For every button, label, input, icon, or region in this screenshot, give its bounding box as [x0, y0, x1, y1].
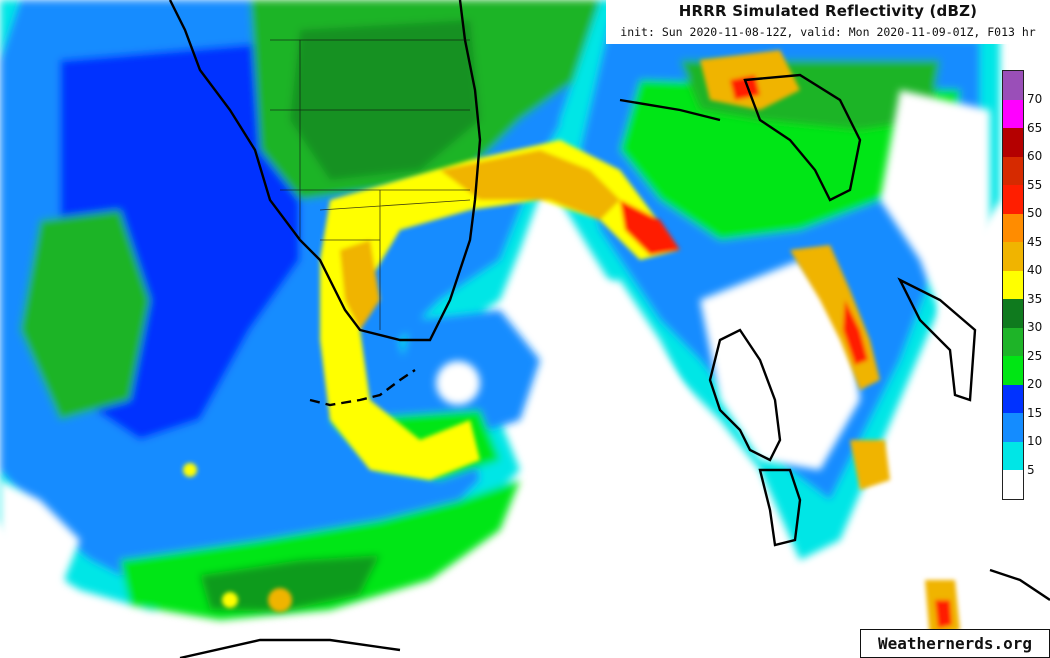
run-info: init: Sun 2020-11-08-12Z, valid: Mon 202… [620, 25, 1036, 39]
legend-swatch [1003, 384, 1023, 414]
legend-label: 5 [1027, 462, 1035, 477]
legend-swatch [1003, 128, 1023, 157]
legend-label: 30 [1027, 320, 1043, 334]
legend-swatch [1003, 242, 1023, 271]
legend-label: 10 [1027, 434, 1043, 448]
legend-swatch [1003, 413, 1023, 442]
page-title: HRRR Simulated Reflectivity (dBZ) [678, 2, 978, 20]
title-box: HRRR Simulated Reflectivity (dBZ) init: … [606, 0, 1050, 44]
legend-swatch [1003, 299, 1023, 328]
legend-swatch [1003, 213, 1023, 243]
legend-label: 45 [1027, 234, 1043, 249]
legend-label: 35 [1027, 291, 1043, 306]
legend-swatch [1003, 156, 1023, 186]
legend-label: 20 [1027, 377, 1043, 391]
legend-label: 55 [1027, 177, 1043, 192]
rain-band [183, 50, 960, 640]
legend-label: 40 [1027, 263, 1043, 277]
color-legend [1002, 70, 1024, 500]
legend-label: 70 [1027, 92, 1043, 106]
legend-swatch [1003, 270, 1023, 300]
legend-swatch [1003, 99, 1023, 129]
legend-label: 50 [1027, 206, 1043, 220]
legend-swatch [1003, 356, 1023, 385]
legend-swatch [1003, 441, 1023, 471]
legend-swatch [1003, 185, 1023, 214]
legend-swatch [1003, 71, 1023, 100]
credit-watermark: Weathernerds.org [860, 629, 1050, 658]
legend-label: 65 [1027, 120, 1043, 135]
legend-swatch [1003, 470, 1023, 499]
legend-label: 15 [1027, 405, 1043, 420]
county-lines [270, 39, 471, 330]
legend-label: 60 [1027, 149, 1043, 163]
legend-label: 25 [1027, 348, 1043, 363]
legend-swatch [1003, 327, 1023, 357]
